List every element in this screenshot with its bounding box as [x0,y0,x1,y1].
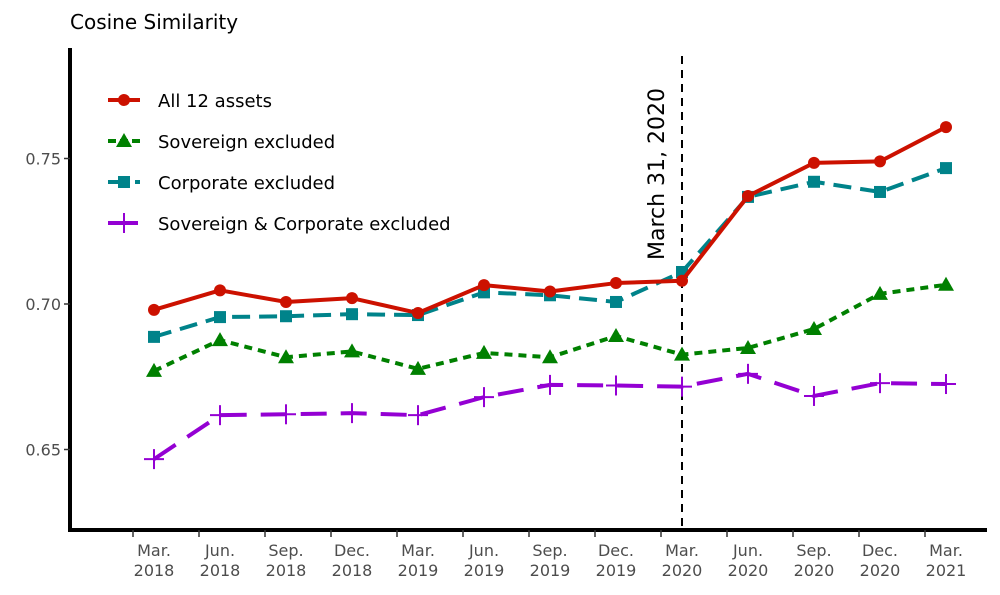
data-point [872,285,888,300]
data-point [940,121,952,134]
legend-item: Sovereign & Corporate excluded [108,213,451,235]
axes: 0.65 0.70 0.75 Mar. 2018 Jun. 2018 Sep. 2018 Dec.… [25,48,987,580]
data-point [806,321,822,336]
x-tick-label: Dec. 2018 [332,541,373,580]
data-point [346,308,358,321]
legend-item: All 12 assets [108,91,272,112]
data-point [280,295,292,308]
chart-title: Cosine Similarity [70,10,238,34]
x-tick-label: Sep. 2019 [530,541,571,580]
legend-swatch-marker [116,133,132,147]
legend-swatch-marker [114,213,134,233]
data-point [144,449,164,470]
data-point [214,284,226,297]
data-point [936,374,956,395]
data-point [474,387,494,408]
data-point [278,349,294,364]
x-tick-label: Jun. 2018 [200,541,241,580]
legend-swatch-marker [118,176,130,188]
x-tick-label: Dec. 2019 [596,541,637,580]
data-point [210,405,230,426]
data-point [280,310,292,323]
legend-label: Corporate excluded [158,173,335,194]
data-point [874,155,886,168]
data-point [676,274,688,287]
data-point [738,363,758,384]
data-point [874,185,886,198]
data-point [672,376,692,397]
legend-label: Sovereign excluded [158,132,335,153]
event-label: March 31, 2020 [645,88,670,260]
data-point [146,362,162,377]
data-point [412,307,424,320]
x-tick-label: Mar. 2020 [662,541,703,580]
x-tick-label: Mar. 2018 [134,541,175,580]
data-point [212,332,228,347]
data-point [540,374,560,395]
legend-item: Corporate excluded [108,173,335,194]
event-marker: March 31, 2020 [645,56,683,530]
data-point [808,156,820,169]
x-tick-label: Mar. 2019 [398,541,439,580]
x-tick-label: Mar. 2021 [926,541,967,580]
legend-swatch-marker [118,94,130,106]
data-point [606,375,626,396]
data-point [804,385,824,406]
data-point [870,373,890,394]
data-point [940,162,952,175]
data-point [148,303,160,316]
data-point [342,403,362,424]
data-point [938,276,954,291]
x-tick-label: Jun. 2019 [464,541,505,580]
data-point [742,190,754,203]
series-all-12-assets [148,121,952,320]
x-tick-label: Dec. 2020 [860,541,901,580]
data-point [478,279,490,292]
data-point [408,405,428,426]
legend-item: Sovereign excluded [108,132,335,153]
data-point [214,311,226,324]
y-tick-label: 0.70 [25,295,61,314]
data-point [148,330,160,343]
data-point [344,343,360,358]
y-tick-label: 0.65 [25,441,61,460]
data-point [476,344,492,359]
x-tick-label: Sep. 2018 [266,541,307,580]
data-point [542,349,558,364]
x-tick-label: Jun. 2020 [728,541,769,580]
legend: All 12 assets Sovereign excluded Corporate… [108,91,451,235]
legend-label: Sovereign & Corporate excluded [158,214,451,235]
series-sovereign-excluded [146,276,954,377]
legend-label: All 12 assets [158,91,272,112]
data-point [346,292,358,305]
data-point [276,404,296,425]
y-tick-label: 0.75 [25,150,61,169]
series-group [144,121,956,470]
data-point [610,277,622,290]
data-point [740,339,756,354]
data-point [674,346,690,361]
data-point [808,175,820,188]
data-point [544,285,556,298]
series-sovereign-corporate-excluded [144,363,956,470]
x-tick-label: Sep. 2020 [794,541,835,580]
data-point [410,360,426,375]
data-point [608,328,624,343]
data-point [610,295,622,308]
